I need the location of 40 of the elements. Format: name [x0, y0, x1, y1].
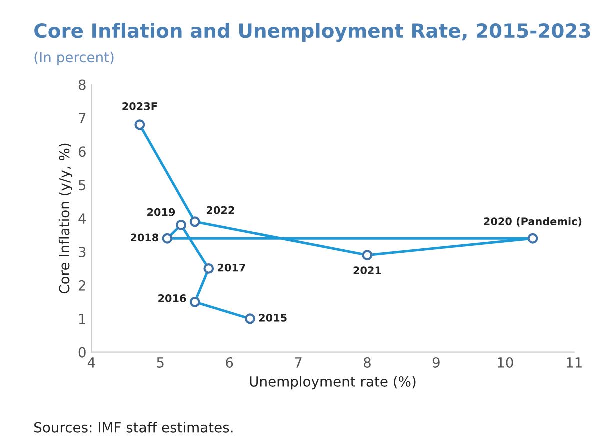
point: [162, 233, 173, 244]
annotation: 2023F: [122, 102, 158, 110]
y-tick-label: 3: [79, 246, 86, 258]
y-axis-title: Core Inflation (y/y, %): [58, 144, 72, 294]
x-tick-label: 4: [88, 358, 96, 368]
point: [176, 220, 187, 230]
x-tick-label: 9: [432, 357, 440, 368]
point: [190, 296, 200, 308]
point: [362, 250, 373, 261]
x-tick-label: 6: [226, 357, 234, 368]
point: [204, 264, 214, 274]
annotation: 2016: [158, 294, 186, 302]
x-tick-label: 8: [364, 357, 371, 368]
annotation: 2019: [148, 208, 176, 216]
chart-subtitle: (In percent): [34, 52, 114, 66]
x-tick-label: 10: [498, 357, 514, 368]
chart-title: Core Inflation and Unemployment Rate, 2015-2023: [34, 23, 590, 42]
point: [134, 120, 146, 130]
annotation: 2020 (Pandemic): [484, 217, 582, 227]
y-tick-label: 0: [78, 347, 86, 358]
point: [190, 216, 200, 228]
source-note: Sources: IMF staff estimates.: [34, 422, 233, 433]
annotation: 2021: [354, 266, 382, 275]
x-tick-label: 7: [295, 358, 302, 368]
y-tick-label: 6: [78, 146, 86, 158]
y-tick-label: 4: [78, 214, 86, 224]
annotation: 2022: [207, 206, 234, 214]
y-tick-label: 7: [79, 113, 86, 124]
annotation: 2018: [131, 234, 159, 242]
x-tick-label: 5: [157, 358, 164, 368]
y-tick-label: 8: [78, 80, 86, 90]
y-tick-label: 2: [78, 280, 86, 291]
point: [245, 314, 256, 324]
point: [528, 233, 538, 244]
annotation: 2015: [259, 314, 287, 322]
y-tick-label: 1: [79, 314, 86, 324]
x-axis-title: Unemployment rate (%): [250, 376, 416, 390]
annotation: 2017: [218, 264, 246, 272]
y-tick-label: 5: [79, 180, 86, 191]
x-tick-label: 11: [567, 358, 582, 368]
